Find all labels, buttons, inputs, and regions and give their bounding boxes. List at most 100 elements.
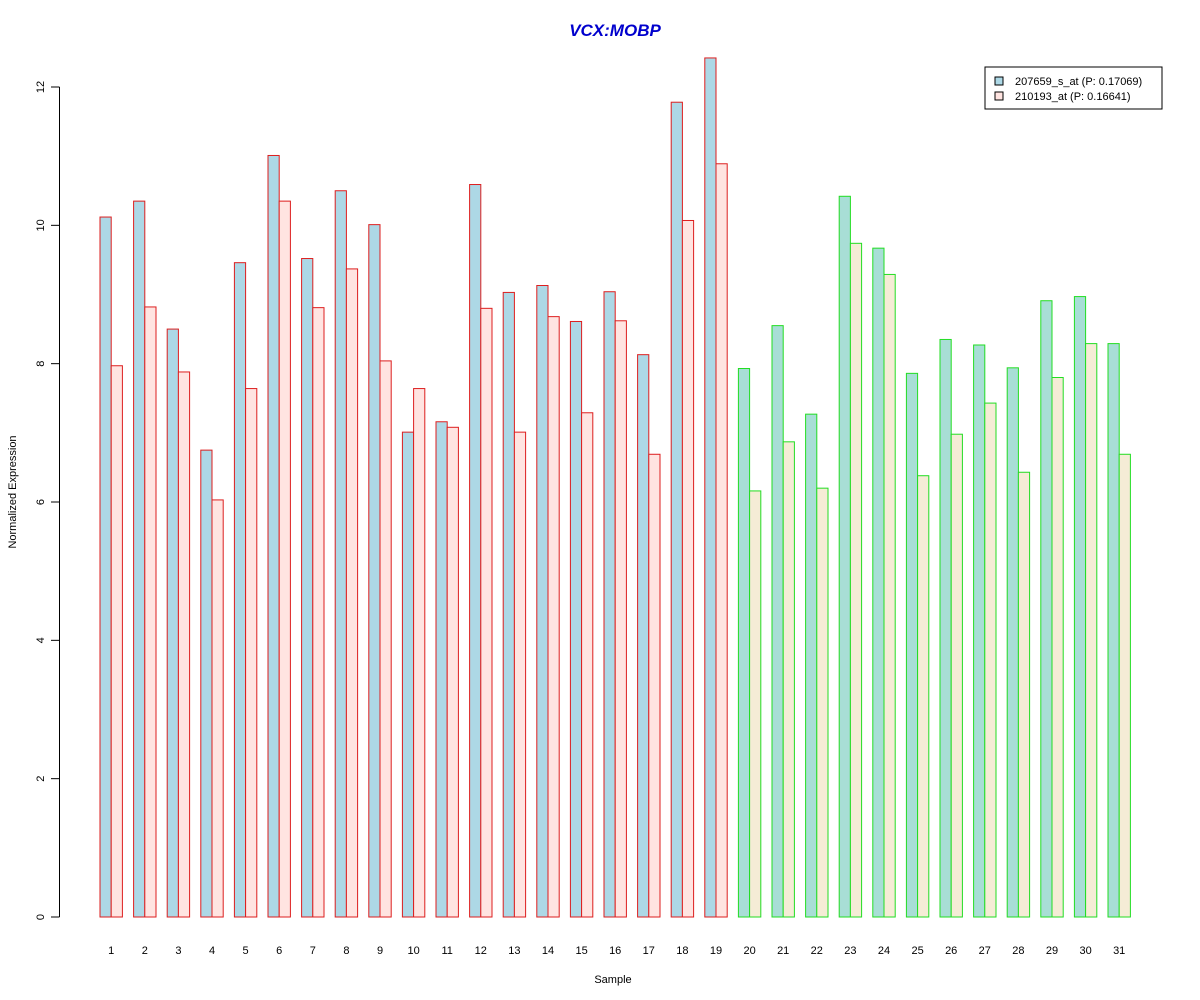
x-tick-label-30: 30	[1079, 945, 1091, 957]
bar-sample-7-series-1	[301, 258, 314, 918]
bar-sample-18-series-2	[681, 219, 695, 918]
bar-sample-11-series-2	[446, 426, 459, 918]
bar-sample-11-series-1	[435, 421, 448, 918]
bar-sample-13-series-2	[513, 431, 527, 918]
x-tick-label-9: 9	[377, 945, 383, 957]
bar-sample-28-series-2	[1017, 471, 1031, 918]
bar-sample-24-series-2	[883, 273, 896, 918]
x-tick-label-8: 8	[343, 945, 349, 957]
bar-sample-14-series-1	[536, 285, 549, 918]
x-tick-label-24: 24	[878, 945, 890, 957]
bar-sample-13-series-1	[502, 291, 515, 918]
x-tick-label-19: 19	[710, 945, 722, 957]
bar-sample-17-series-2	[648, 453, 661, 918]
x-tick-label-2: 2	[142, 945, 148, 957]
y-axis-title: Normalized Expression	[7, 435, 19, 548]
y-tick-label: 12	[35, 81, 47, 93]
bar-sample-17-series-1	[637, 354, 650, 918]
bar-sample-26-series-2	[950, 433, 963, 918]
x-tick-label-18: 18	[676, 945, 688, 957]
y-tick-label: 8	[35, 361, 47, 367]
bar-sample-5-series-1	[233, 262, 247, 918]
x-tick-label-4: 4	[209, 945, 215, 957]
bar-sample-15-series-1	[569, 320, 583, 918]
bar-sample-10-series-2	[413, 388, 426, 918]
bar-sample-27-series-1	[973, 344, 986, 918]
x-tick-label-28: 28	[1012, 945, 1024, 957]
bar-sample-8-series-2	[345, 268, 359, 918]
bar-sample-19-series-1	[704, 57, 717, 918]
bars	[99, 57, 1131, 918]
bar-sample-18-series-1	[670, 101, 683, 918]
legend-swatch-series-2	[994, 91, 1004, 101]
x-tick-label-11: 11	[441, 945, 452, 957]
bar-sample-30-series-2	[1085, 343, 1098, 918]
chart-title: VCX:MOBP	[569, 21, 661, 40]
x-tick-label-7: 7	[310, 945, 316, 957]
bar-sample-26-series-1	[939, 338, 952, 918]
bar-sample-3-series-2	[177, 371, 191, 918]
bar-sample-23-series-1	[838, 195, 851, 918]
bar-sample-15-series-2	[581, 412, 594, 918]
x-tick-label-25: 25	[911, 945, 923, 957]
bar-sample-1-series-1	[99, 216, 112, 918]
bar-sample-21-series-1	[771, 325, 784, 918]
bar-sample-27-series-2	[984, 402, 997, 918]
bar-sample-8-series-1	[334, 190, 347, 918]
y-axis: 0 2 4 6 8 10 12	[35, 81, 60, 920]
x-axis-labels: 1 2 3 4 5 6 7 8 9 10 11 12 13 14 15 16 17 18 19 20 21 22 23 24 2…	[108, 945, 1125, 957]
bar-sample-4-series-1	[200, 449, 213, 918]
x-tick-label-3: 3	[175, 945, 181, 957]
bar-sample-22-series-2	[816, 487, 829, 918]
x-tick-label-13: 13	[508, 945, 520, 957]
x-tick-label-20: 20	[743, 945, 755, 957]
bar-sample-20-series-2	[749, 490, 762, 918]
bar-sample-21-series-2	[782, 441, 795, 918]
x-tick-label-21: 21	[777, 945, 789, 957]
bar-sample-14-series-2	[547, 316, 560, 918]
bar-sample-22-series-1	[805, 413, 818, 918]
x-tick-label-15: 15	[575, 945, 587, 957]
bar-sample-3-series-1	[166, 328, 179, 918]
bar-sample-29-series-2	[1051, 377, 1064, 918]
bar-sample-1-series-2	[110, 365, 123, 918]
bar-sample-20-series-1	[737, 368, 751, 918]
bar-sample-31-series-2	[1118, 453, 1131, 918]
bar-sample-10-series-1	[401, 431, 415, 918]
bar-sample-23-series-2	[849, 242, 863, 918]
bar-sample-25-series-2	[917, 475, 930, 918]
bar-sample-24-series-1	[872, 247, 885, 918]
x-tick-label-14: 14	[542, 945, 554, 957]
y-tick-label: 6	[35, 499, 47, 505]
x-tick-label-27: 27	[979, 945, 991, 957]
bar-sample-31-series-1	[1107, 343, 1120, 918]
legend-box	[984, 66, 1163, 110]
x-tick-label-10: 10	[407, 945, 419, 957]
bar-sample-12-series-1	[469, 184, 482, 918]
bar-sample-12-series-2	[480, 307, 493, 918]
x-tick-label-23: 23	[844, 945, 856, 957]
x-tick-label-12: 12	[475, 945, 487, 957]
bar-sample-29-series-1	[1040, 300, 1053, 918]
legend-label-series-2: 210193_at (P: 0.16641)	[1015, 91, 1131, 103]
bar-sample-28-series-1	[1006, 367, 1019, 918]
bar-sample-6-series-2	[278, 200, 291, 918]
x-tick-label-22: 22	[811, 945, 823, 957]
x-tick-label-31: 31	[1113, 945, 1125, 957]
x-axis-title: Sample	[594, 974, 631, 986]
bar-sample-5-series-2	[245, 388, 258, 918]
y-tick-label: 0	[35, 914, 47, 920]
legend: 207659_s_at (P: 0.17069) 210193_at (P: 0…	[984, 66, 1163, 110]
x-tick-label-16: 16	[609, 945, 621, 957]
bar-sample-9-series-1	[368, 224, 381, 918]
y-tick-label: 2	[35, 776, 47, 782]
y-tick-label: 10	[35, 219, 47, 231]
x-tick-label-17: 17	[643, 945, 655, 957]
legend-swatch-series-1	[994, 76, 1004, 86]
bar-sample-2-series-2	[144, 306, 157, 918]
bar-sample-16-series-1	[603, 291, 616, 918]
bar-sample-6-series-1	[267, 154, 280, 918]
x-tick-label-6: 6	[276, 945, 282, 957]
bar-sample-16-series-2	[614, 320, 627, 918]
